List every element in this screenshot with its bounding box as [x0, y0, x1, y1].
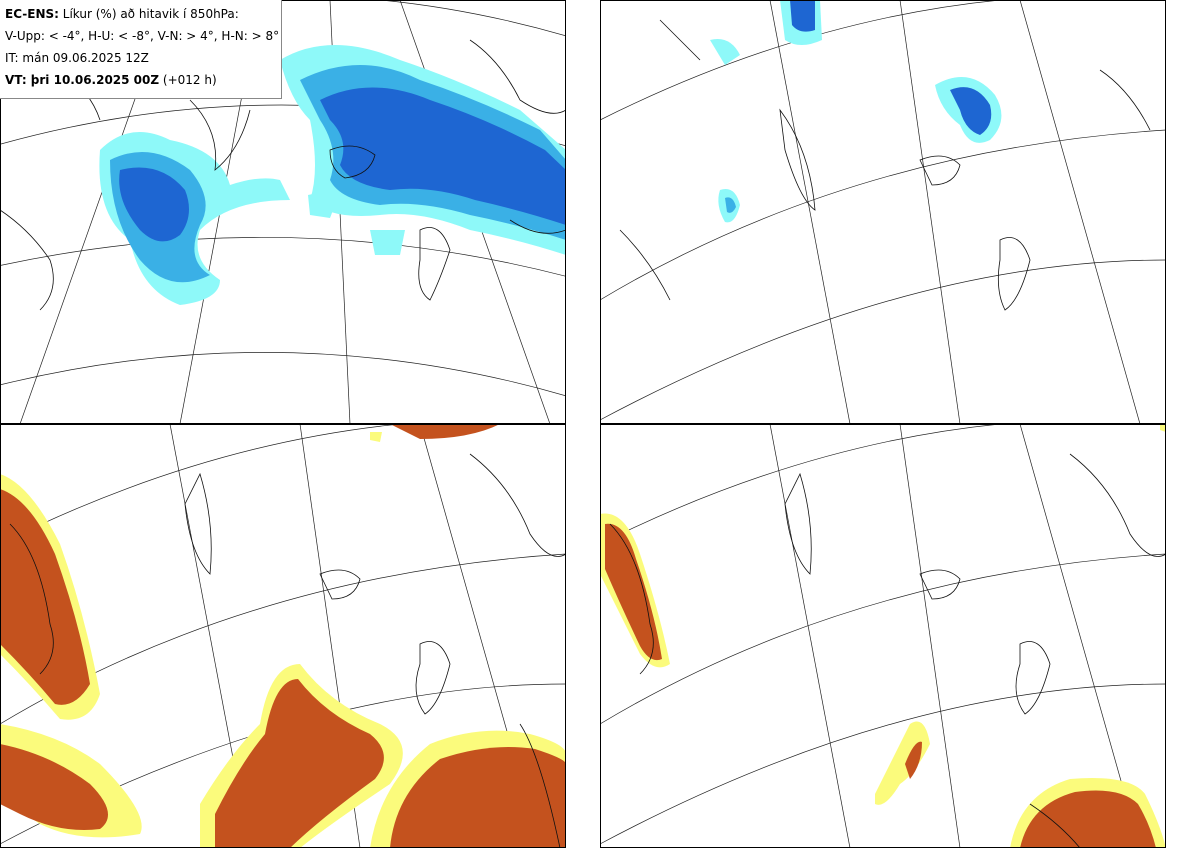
- map-canvas: [600, 0, 1166, 424]
- probability-fill: [0, 424, 566, 848]
- valid-time: VT: þri 10.06.2025 00Z: [5, 73, 160, 87]
- graticule: [600, 0, 1166, 424]
- lead-time: (+012 h): [162, 73, 217, 87]
- probability-fill: [99, 45, 566, 305]
- map-canvas: [600, 424, 1166, 848]
- thresholds-line: V-Upp: < -4°, H-U: < -8°, V-N: > 4°, H-N…: [5, 29, 280, 43]
- map-canvas: [0, 0, 566, 424]
- title-text: Líkur (%) að hitavik í 850hPa:: [62, 7, 239, 21]
- map-panel-cold-4: 1009565355 EC-ENS: Líkur (%) að hitavik …: [0, 0, 566, 424]
- coastlines: [609, 453, 1166, 848]
- coastlines: [619, 19, 1151, 311]
- graticule: [600, 424, 1166, 848]
- map-panel-warm-8: 1009565355: [600, 424, 1166, 848]
- probability-fill: [600, 424, 1166, 848]
- model-name: EC-ENS:: [5, 7, 59, 21]
- coastlines: [0, 39, 566, 311]
- map-panel-warm-4: 1009565355: [0, 424, 566, 848]
- valid-time-line: VT: þri 10.06.2025 00Z (+012 h): [5, 69, 281, 91]
- info-box: EC-ENS: Líkur (%) að hitavik í 850hPa: V…: [0, 0, 282, 99]
- map-canvas: [0, 424, 566, 848]
- map-panel-cold-8: 1009565355: [600, 0, 1166, 424]
- probability-fill: [710, 0, 1002, 223]
- title-line: EC-ENS: Líkur (%) að hitavik í 850hPa:: [5, 3, 281, 25]
- coastlines: [9, 453, 566, 848]
- init-time-line: IT: mán 09.06.2025 12Z: [5, 51, 149, 65]
